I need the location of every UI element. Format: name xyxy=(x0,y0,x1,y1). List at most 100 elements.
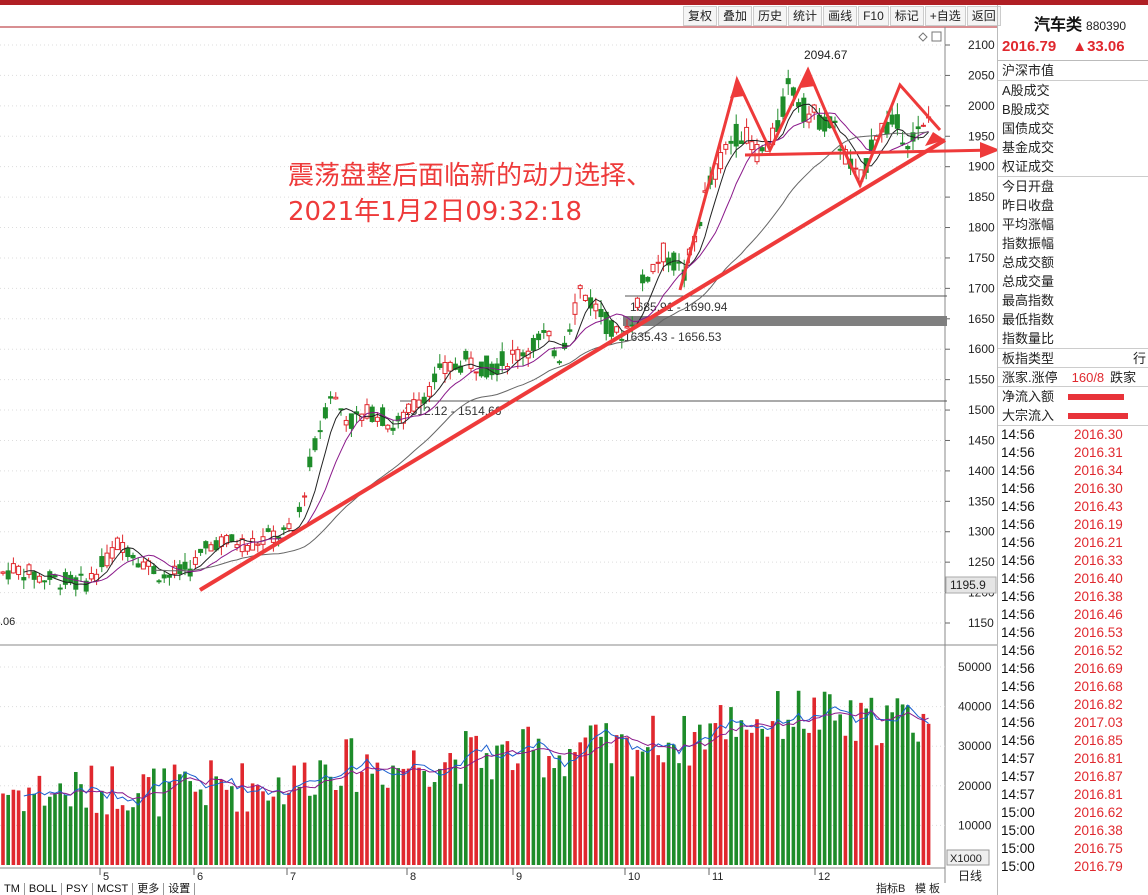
volume-bar xyxy=(152,768,156,865)
tick-time: 15:00 xyxy=(1001,841,1035,856)
volume-bar xyxy=(687,765,692,865)
candle-body xyxy=(489,363,495,376)
tick-row: 14:56 2016.40 xyxy=(998,570,1148,588)
volume-bar xyxy=(360,772,364,865)
stat-label: 今日开盘 xyxy=(1002,179,1055,194)
current-price-tag xyxy=(945,576,997,594)
volume-bar xyxy=(11,789,16,865)
index-type-row: 板指类型 行 xyxy=(998,349,1148,368)
candle-body xyxy=(307,456,313,468)
tick-row: 14:57 2016.81 xyxy=(998,786,1148,804)
volume-bar xyxy=(432,782,437,865)
price-tick-label: 1650 xyxy=(968,312,995,326)
candle-body xyxy=(889,114,895,125)
volume-bar xyxy=(256,785,260,865)
candle-body xyxy=(816,114,822,130)
volume-tick-label: 10000 xyxy=(958,818,992,832)
volume-bar xyxy=(68,806,73,865)
toolbar-button-1[interactable]: 叠加 xyxy=(718,6,753,26)
candle-body xyxy=(728,140,734,144)
tick-time: 14:56 xyxy=(1001,607,1035,622)
indicator-tabs: TM BOLL PSY MCST 更多 设置 xyxy=(0,883,196,895)
candle-body xyxy=(452,363,458,370)
indicator-tab[interactable]: TM xyxy=(0,883,25,895)
toolbar-button-7[interactable]: +自选 xyxy=(924,6,966,26)
stat-label: 平均涨幅 xyxy=(1002,217,1055,232)
volume-bar xyxy=(115,808,120,865)
index-stats-section: 今日开盘 昨日收盘 平均涨幅 指数振幅 总成交额 总成交量 最高指数 最低指数 指数量比 xyxy=(998,177,1148,349)
candle-body xyxy=(31,571,37,580)
candle-body xyxy=(536,333,542,341)
volume-bar xyxy=(490,779,494,865)
volume-bar xyxy=(328,776,333,865)
indicator-tab[interactable]: PSY xyxy=(62,883,94,895)
indicator-tab[interactable]: 设置 xyxy=(164,883,196,895)
volume-bar xyxy=(692,732,697,865)
volume-bar xyxy=(895,698,900,865)
toolbar-button-3[interactable]: 统计 xyxy=(788,6,823,26)
flow-label: 净流入额 xyxy=(1002,389,1055,404)
volume-bar xyxy=(625,737,629,865)
candle-body xyxy=(832,120,838,123)
volume-bar xyxy=(261,791,265,865)
toolbar-button-2[interactable]: 历史 xyxy=(753,6,788,26)
volume-bar xyxy=(484,753,489,865)
volume-bar xyxy=(713,723,718,865)
indicator-tab[interactable]: 更多 xyxy=(133,883,165,895)
candle-body xyxy=(343,419,349,426)
volume-bar xyxy=(516,763,520,865)
tick-row: 14:57 2016.81 xyxy=(998,750,1148,768)
tick-price: 2016.30 xyxy=(1074,427,1123,442)
volume-bar xyxy=(911,732,915,865)
volume-bar xyxy=(110,766,114,865)
volume-bar xyxy=(900,704,905,865)
candle-body xyxy=(0,571,6,574)
candle-body xyxy=(723,144,729,150)
volume-bar xyxy=(765,736,770,865)
volume-bar xyxy=(22,811,26,865)
kline-chart[interactable]: 2100 2050 2000 1950 1900 1850 1800 1750 1700 1650… xyxy=(0,5,997,895)
volume-bar xyxy=(495,745,499,865)
volume-bar xyxy=(464,731,468,865)
candle-body xyxy=(468,357,474,369)
last-price: 2016.79 xyxy=(1002,38,1057,55)
candle-body xyxy=(598,309,604,318)
price-tick-label: 2050 xyxy=(968,68,995,82)
tick-row: 14:56 2016.34 xyxy=(998,462,1148,480)
flow-bar xyxy=(1068,412,1128,419)
tick-list[interactable]: 14:56 2016.30 14:56 2016.31 14:56 2016.34 14:5… xyxy=(998,426,1148,876)
indicator-tab[interactable]: MCST xyxy=(93,883,134,895)
toolbar-button-8[interactable]: 返回 xyxy=(966,6,1001,26)
annotation-line-2: 2021年1月2日09:32:18 xyxy=(288,197,583,227)
stat-label: 指数振幅 xyxy=(1002,236,1055,251)
candle-body xyxy=(10,563,16,574)
tick-row: 14:56 2016.30 xyxy=(998,426,1148,444)
candle-body xyxy=(286,523,292,530)
toolbar-button-0[interactable]: 复权 xyxy=(683,6,718,26)
candle-body xyxy=(78,573,84,576)
tick-price: 2016.85 xyxy=(1074,733,1123,748)
candle-body xyxy=(634,297,640,308)
toolbar-button-5[interactable]: F10 xyxy=(858,6,889,26)
candle-body xyxy=(88,572,94,580)
volume-bar xyxy=(604,723,608,865)
tick-time: 14:56 xyxy=(1001,697,1035,712)
toolbar-button-6[interactable]: 标记 xyxy=(889,6,924,26)
candle-body xyxy=(666,257,672,266)
price-tick-label: 1900 xyxy=(968,160,995,174)
index-name: 汽车类 xyxy=(1034,17,1083,34)
volume-bar xyxy=(214,776,218,865)
volume-bar xyxy=(391,765,395,865)
volume-bar xyxy=(542,777,546,865)
volume-bar xyxy=(869,697,874,865)
volume-bar xyxy=(703,749,707,865)
tick-row: 14:56 2016.82 xyxy=(998,696,1148,714)
volume-bar xyxy=(926,723,931,865)
volume-bar xyxy=(276,777,281,865)
toolbar-button-4[interactable]: 画线 xyxy=(823,6,858,26)
indicator-tab[interactable]: BOLL xyxy=(25,883,63,895)
volume-tick-label: 30000 xyxy=(958,739,992,753)
volume-bar xyxy=(172,764,177,865)
volume-bar xyxy=(588,725,593,865)
current-price-label: 1195.9 xyxy=(950,578,986,592)
